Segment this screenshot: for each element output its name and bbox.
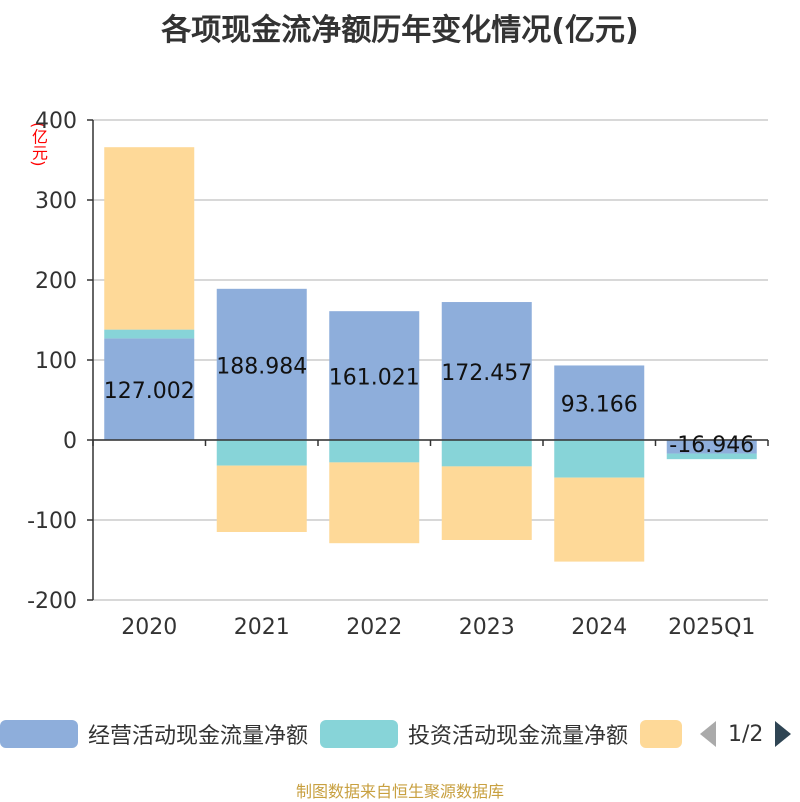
y-tick-label: 0	[63, 429, 77, 454]
bar-segment-operating	[104, 338, 195, 440]
bar-chart: -200 -100 0 100 200 300 400 2020 2021 2022 2023 202…	[27, 109, 769, 640]
bar-segment-investing	[216, 440, 307, 466]
bar-segment-financing	[441, 466, 532, 540]
bar-segment-investing	[329, 440, 420, 463]
data-label: 188.984	[216, 354, 307, 379]
data-label: -16.946	[669, 433, 754, 458]
data-source-note: 制图数据来自恒生聚源数据库	[295, 782, 504, 801]
bar-segment-financing	[216, 465, 307, 532]
bar-segment-operating	[441, 302, 532, 440]
x-tick-label: 2021	[234, 615, 290, 640]
y-tick-label: 300	[35, 189, 77, 214]
legend-pager: 1/2	[700, 716, 792, 752]
bar-segment-investing	[554, 440, 645, 478]
legend-swatch-investing	[320, 720, 398, 748]
y-tick-label: -200	[27, 589, 77, 614]
legend-page-indicator: 1/2	[728, 721, 764, 747]
bar-segment-financing	[554, 477, 645, 562]
legend: 经营活动现金流量净额 投资活动现金流量净额 1/2	[0, 716, 800, 756]
legend-item-financing[interactable]	[640, 716, 692, 752]
legend-item-operating[interactable]: 经营活动现金流量净额	[0, 716, 308, 752]
y-tick-label: 200	[35, 269, 77, 294]
legend-next-arrow-icon[interactable]	[775, 721, 792, 747]
legend-label-operating: 经营活动现金流量净额	[88, 724, 309, 749]
bar-segment-operating	[216, 288, 307, 440]
x-tick-label: 2025Q1	[668, 615, 755, 640]
chart-title: 各项现金流净额历年变化情况(亿元)	[161, 13, 639, 48]
data-label: 161.021	[329, 366, 420, 391]
x-tick-label: 2022	[346, 615, 402, 640]
y-tick-label: 400	[35, 109, 77, 134]
legend-prev-arrow-icon[interactable]	[700, 721, 716, 747]
x-tick-label: 2020	[121, 615, 177, 640]
legend-swatch-operating	[0, 720, 78, 748]
bar-segment-investing	[666, 453, 757, 460]
bar-segment-investing	[104, 329, 195, 339]
bar-segment-operating	[666, 440, 757, 454]
legend-swatch-financing	[640, 720, 682, 748]
legend-item-investing[interactable]: 投资活动现金流量净额	[320, 716, 628, 752]
x-tick-label: 2024	[571, 615, 627, 640]
bar-segment-operating	[554, 365, 645, 440]
x-tick-label: 2023	[459, 615, 515, 640]
bar-segment-operating	[329, 311, 420, 440]
legend-label-investing: 投资活动现金流量净额	[408, 724, 629, 749]
y-tick-label: 100	[35, 349, 77, 374]
bar-segment-financing	[329, 462, 420, 544]
data-label: 93.166	[561, 393, 638, 418]
bar-segment-investing	[441, 440, 532, 467]
data-label: 172.457	[441, 361, 532, 386]
y-axis-unit-label: (亿元)	[29, 122, 48, 167]
data-label: 127.002	[104, 379, 195, 404]
bar-segment-financing	[104, 147, 195, 330]
y-tick-label: -100	[27, 509, 77, 534]
